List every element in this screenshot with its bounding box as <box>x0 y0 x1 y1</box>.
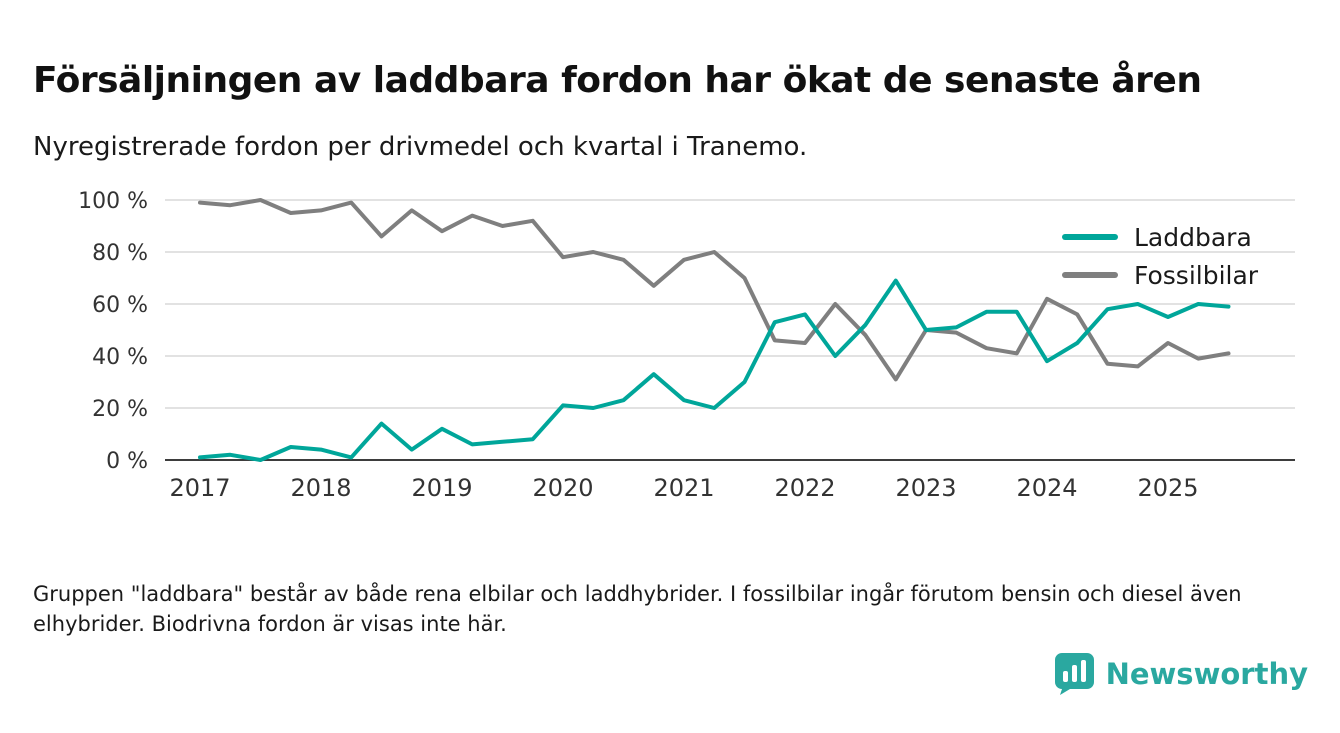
laddbara-line-swatch <box>1062 234 1118 240</box>
svg-text:2021: 2021 <box>653 474 714 502</box>
svg-text:100 %: 100 % <box>78 189 148 214</box>
svg-text:2024: 2024 <box>1016 474 1077 502</box>
chart-footnote: Gruppen "laddbara" består av både rena e… <box>33 582 1242 637</box>
svg-text:2018: 2018 <box>290 474 351 502</box>
legend-label: Laddbara <box>1134 222 1252 252</box>
svg-text:40 %: 40 % <box>92 345 148 370</box>
newsworthy-logo[interactable]: Newsworthy <box>1054 652 1308 696</box>
svg-text:2023: 2023 <box>895 474 956 502</box>
legend-label: Fossilbilar <box>1134 260 1259 290</box>
legend-item-fossilbilar: Fossilbilar <box>1062 256 1258 294</box>
newsworthy-chart-marker-icon <box>1054 652 1095 696</box>
svg-text:0 %: 0 % <box>106 449 148 474</box>
svg-text:2019: 2019 <box>411 474 472 502</box>
svg-text:2020: 2020 <box>532 474 593 502</box>
svg-text:2025: 2025 <box>1137 474 1198 502</box>
chart-area: 0 % 20 % 40 % 60 % 80 % 100 % 2017 2018 2019 2020… <box>0 180 1340 520</box>
page-title: Försäljningen av laddbara fordon har öka… <box>33 60 1202 102</box>
svg-text:60 %: 60 % <box>92 293 148 318</box>
svg-text:80 %: 80 % <box>92 241 148 266</box>
chart-subtitle: Nyregistrerade fordon per drivmedel och … <box>33 132 808 162</box>
brand-name: Newsworthy <box>1105 657 1308 691</box>
svg-text:2022: 2022 <box>774 474 835 502</box>
legend-item-laddbara: Laddbara <box>1062 218 1258 256</box>
svg-text:2017: 2017 <box>169 474 230 502</box>
svg-text:20 %: 20 % <box>92 397 148 422</box>
chart-legend: Laddbara Fossilbilar <box>1062 218 1258 294</box>
line-chart: 0 % 20 % 40 % 60 % 80 % 100 % 2017 2018 2019 2020… <box>78 189 1295 502</box>
fossilbilar-line-swatch <box>1062 272 1118 278</box>
